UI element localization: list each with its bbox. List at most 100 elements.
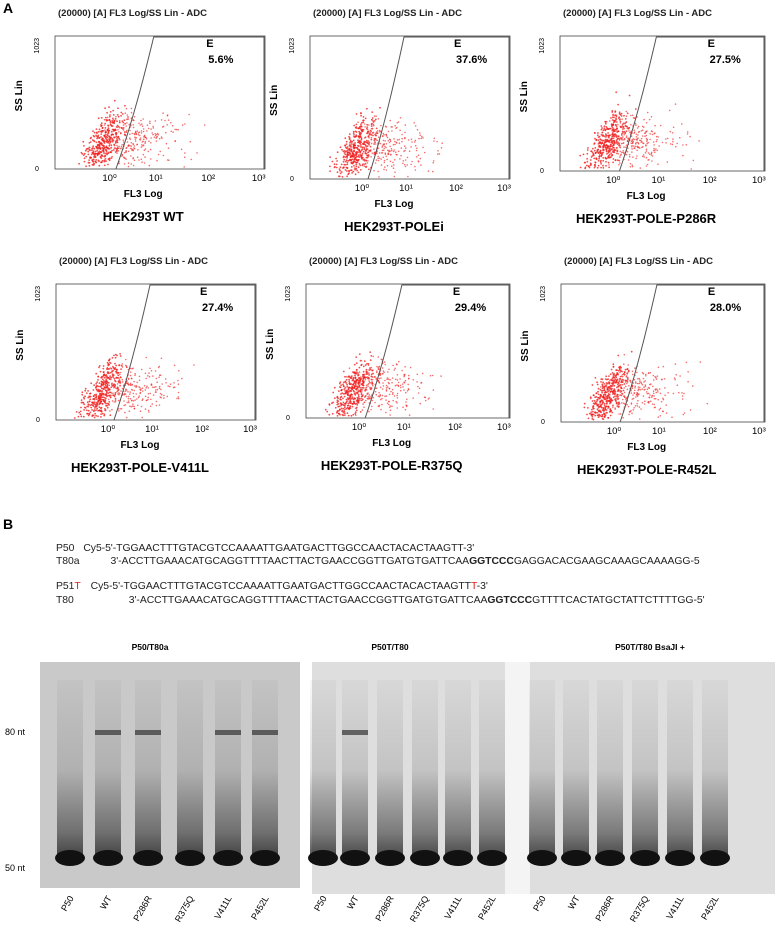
event-dot [389,379,391,381]
event-dot [407,175,409,178]
event-dot [624,381,627,383]
event-dot [369,150,372,152]
event-dot [652,392,655,395]
event-dot [347,389,350,391]
event-dot [375,115,377,117]
event-dot [113,120,116,122]
event-dot [419,157,422,160]
event-dot [602,139,605,142]
event-dot [607,378,610,380]
event-dot [631,142,634,144]
event-dot [630,114,632,117]
event-dot [329,156,331,159]
event-dot [369,133,372,136]
event-dot [116,152,118,154]
event-dot [353,390,355,393]
event-dot [139,124,142,126]
event-dot [643,126,645,128]
seq: GTTTTCACTATGCTATTCTTTTGG-5' [532,595,705,606]
event-dot [613,376,616,379]
event-dot [634,367,636,369]
event-dot [644,400,646,403]
event-dot [124,404,127,406]
event-dot [371,381,373,383]
event-dot [110,146,113,149]
event-dot [156,388,159,391]
event-dot [388,150,390,153]
event-dot [397,381,400,384]
event-dot [157,366,160,369]
event-dot [653,406,656,409]
event-dot [603,402,606,405]
event-dot [384,140,386,142]
event-dot [355,123,358,126]
event-dot [336,171,339,174]
event-dot [427,170,430,172]
event-dot [604,394,607,396]
lane-label: WT [566,894,582,912]
event-dot [355,414,357,417]
event-dot [133,159,136,162]
event-dot [383,134,385,136]
event-dot [398,360,400,363]
event-dot [625,115,628,117]
band-80nt [215,730,241,735]
gate-percent: 29.4% [455,302,486,314]
event-dot [612,365,615,368]
event-dot [342,160,345,163]
event-dot [402,160,405,162]
event-dot [385,389,388,391]
event-dot [111,385,114,388]
event-dot [361,390,363,392]
event-dot [134,399,136,401]
lane-smear [632,680,658,860]
event-dot [101,376,103,379]
event-dot [601,391,603,394]
event-dot [92,164,95,166]
event-dot [121,378,124,381]
event-dot [373,115,376,117]
event-dot [114,356,117,359]
event-dot [339,408,341,411]
event-dot [377,395,380,398]
event-dot [652,379,655,381]
event-dot [414,141,416,143]
event-dot [383,371,385,374]
event-dot [165,142,168,145]
event-dot [388,403,390,406]
event-dot [343,152,346,154]
band-50nt [527,850,557,866]
y-tick-label: 1023 [285,286,292,302]
event-dot [95,385,98,388]
event-dot [103,134,106,137]
event-dot [130,155,132,157]
event-dot [374,401,376,404]
event-dot [645,375,647,377]
event-dot [613,398,616,401]
event-dot [351,155,354,157]
event-dot [381,149,384,152]
event-dot [614,382,616,384]
event-dot [679,136,681,139]
event-dot [357,383,360,386]
event-dot [408,150,411,152]
event-dot [387,378,390,381]
event-dot [139,137,142,139]
event-dot [621,125,624,128]
event-dot [365,386,368,389]
event-dot [362,365,365,368]
event-dot [394,125,397,127]
event-dot [649,138,651,141]
event-dot [126,380,128,382]
event-dot [603,144,605,147]
event-dot [376,132,378,135]
event-dot [390,390,392,393]
event-dot [374,133,376,136]
event-dot [97,130,100,133]
event-dot [129,397,132,400]
event-dot [345,140,348,143]
event-dot [628,411,631,413]
event-dot [366,145,369,148]
event-dot [132,405,134,407]
event-dot [121,366,124,368]
